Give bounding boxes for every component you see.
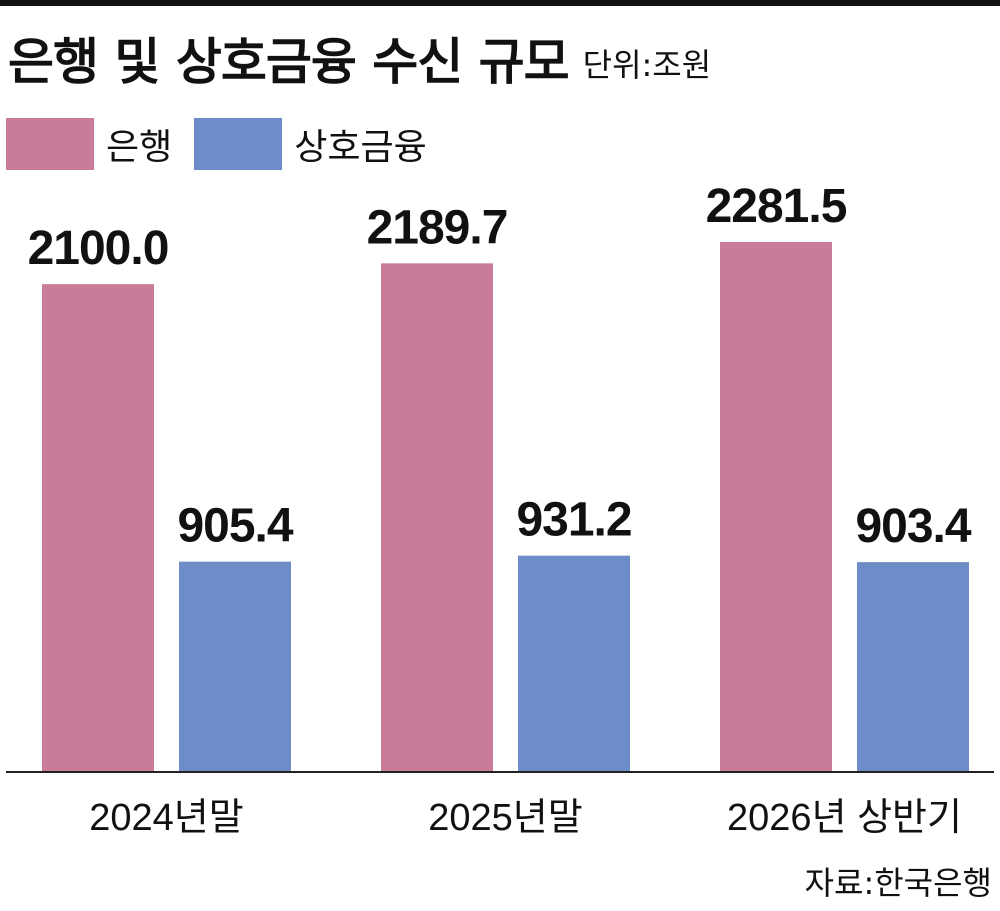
bar-coop-2 <box>857 562 969 772</box>
bar-bank-1 <box>381 263 493 772</box>
legend-label-bank: 은행 <box>106 127 173 168</box>
bar-bank-2 <box>720 242 832 772</box>
data-label-bank-2: 2281.5 <box>706 180 847 233</box>
category-label-0: 2024년말 <box>89 797 243 839</box>
header: 은행 및 상호금융 수신 규모 단위:조원 <box>8 14 711 94</box>
chart-title: 은행 및 상호금융 수신 규모 <box>8 33 570 91</box>
bar-coop-1 <box>518 555 630 772</box>
data-label-coop-0: 905.4 <box>177 500 293 553</box>
data-label-coop-1: 931.2 <box>516 494 631 547</box>
legend: 은행 상호금융 <box>6 118 449 170</box>
data-label-bank-1: 2189.7 <box>367 201 508 254</box>
category-label-1: 2025년말 <box>428 797 582 839</box>
unit-label: 단위:조원 <box>582 46 712 84</box>
bar-coop-0 <box>179 561 291 772</box>
legend-swatch-bank <box>6 118 94 170</box>
source-note: 자료:한국은행 <box>804 864 992 902</box>
top-rule <box>0 0 1000 6</box>
data-label-bank-0: 2100.0 <box>28 222 169 275</box>
category-label-2: 2026년 상반기 <box>727 797 962 839</box>
legend-label-coop: 상호금융 <box>294 127 427 168</box>
legend-item-coop: 상호금융 <box>194 118 427 170</box>
data-label-coop-2: 903.4 <box>855 500 971 553</box>
legend-swatch-coop <box>194 118 283 170</box>
legend-item-bank: 은행 <box>6 118 172 170</box>
bar-bank-0 <box>42 284 154 772</box>
